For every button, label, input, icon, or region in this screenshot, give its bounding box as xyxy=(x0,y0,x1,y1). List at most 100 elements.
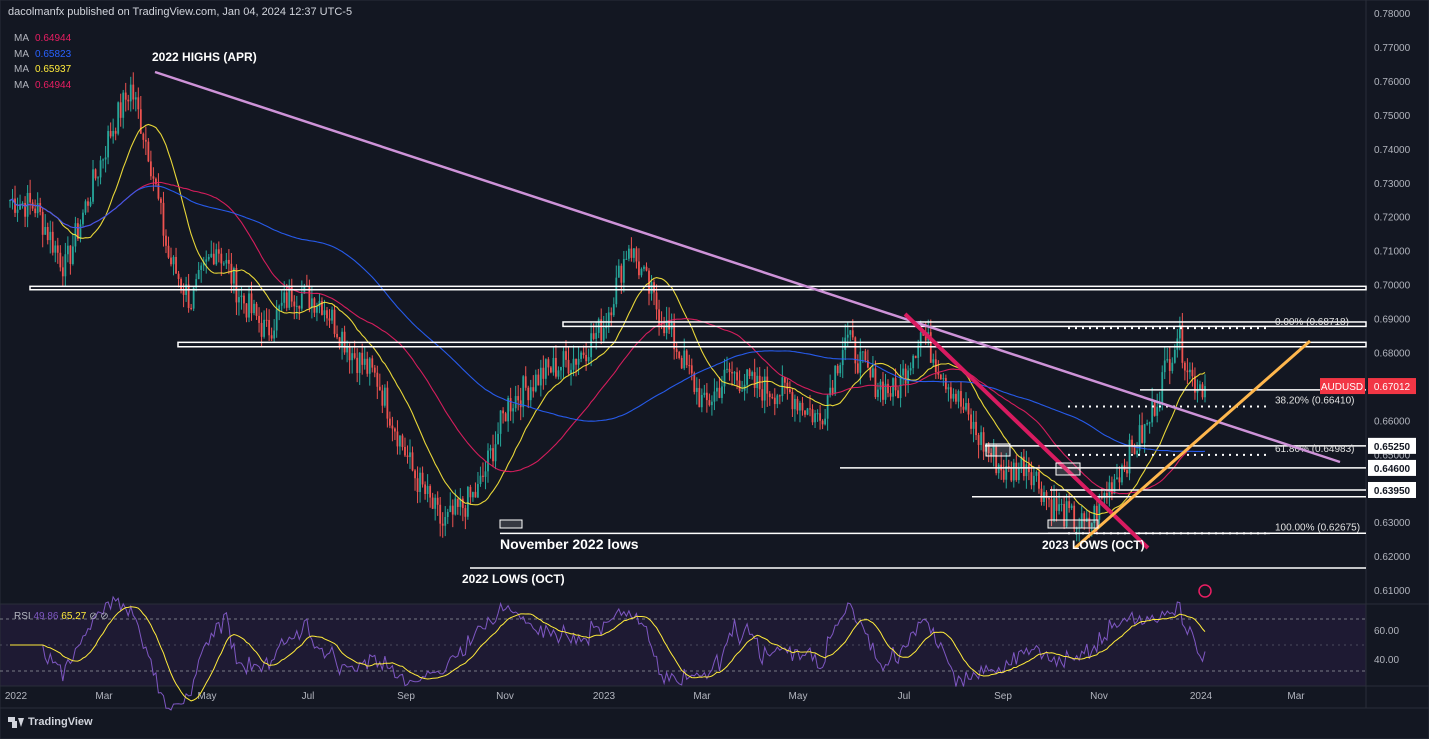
candle-body xyxy=(396,431,399,447)
candle-body xyxy=(1108,482,1111,496)
candle-body xyxy=(630,248,633,258)
candle-body xyxy=(9,200,11,202)
y-tick-label: 0.61000 xyxy=(1374,586,1411,597)
x-axis-label: May xyxy=(198,691,217,702)
candle-body xyxy=(92,169,94,202)
candle-body xyxy=(212,253,215,265)
candle-body xyxy=(884,383,887,400)
candle-body xyxy=(537,374,540,386)
candle-body xyxy=(522,376,525,408)
ma-legend-row[interactable]: MA 0.64944 xyxy=(14,79,72,91)
candle-body xyxy=(625,258,628,260)
candle-body xyxy=(1141,425,1144,443)
candle-body xyxy=(1111,482,1113,494)
candle-body xyxy=(404,446,406,456)
candle-body xyxy=(947,387,950,390)
candle-body xyxy=(529,387,532,401)
candle-body xyxy=(1148,422,1151,424)
candle-body xyxy=(904,368,907,384)
candle-body xyxy=(514,396,517,409)
ma-legend-row[interactable]: MA 0.65937 xyxy=(14,64,72,75)
tradingview-brand[interactable]: TradingView xyxy=(8,716,93,728)
candle-body xyxy=(326,310,328,319)
candle-body xyxy=(295,305,298,307)
candle-body xyxy=(358,352,361,373)
candle-body xyxy=(1181,324,1184,363)
candle-body xyxy=(970,414,972,429)
candle-body xyxy=(155,178,157,185)
candle-body xyxy=(650,282,653,294)
x-axis-label: Nov xyxy=(496,691,514,702)
candle-body xyxy=(416,478,419,492)
candle-body xyxy=(419,472,421,492)
candle-body xyxy=(215,249,218,265)
candle-body xyxy=(1143,424,1146,443)
candle-body xyxy=(572,358,575,370)
candle-body xyxy=(1204,386,1206,398)
candle-body xyxy=(356,357,359,373)
candle-body xyxy=(872,368,874,378)
candle-body xyxy=(560,366,562,371)
candle-body xyxy=(950,387,952,399)
ma-legend-row[interactable]: MA 0.64944 xyxy=(14,33,72,44)
candle-body xyxy=(982,432,985,452)
candle-body xyxy=(877,389,879,398)
fib-level-label: 100.00% (0.62675) xyxy=(1275,522,1360,533)
candle-body xyxy=(592,333,595,339)
candle-body xyxy=(718,387,721,398)
candle-body xyxy=(321,301,323,315)
candle-body xyxy=(474,491,477,498)
candle-body xyxy=(539,367,542,386)
ma-legend-row[interactable]: MA 0.65823 xyxy=(14,48,72,60)
candle-body xyxy=(439,504,442,524)
rsi-line xyxy=(10,595,1206,711)
candle-body xyxy=(544,359,547,379)
candle-body xyxy=(826,395,829,419)
candle-body xyxy=(700,395,703,408)
candle-body xyxy=(24,202,26,217)
candle-body xyxy=(441,523,444,526)
candle-body xyxy=(575,358,577,365)
candle-body xyxy=(590,333,593,358)
candle-body xyxy=(957,391,960,402)
candle-body xyxy=(721,386,723,398)
candle-body xyxy=(937,372,940,375)
candle-body xyxy=(1186,370,1189,373)
candle-body xyxy=(534,374,537,392)
candle-body xyxy=(892,378,894,397)
y-tick-label: 0.77000 xyxy=(1374,43,1411,54)
long-term-downtrend-line xyxy=(154,70,1341,464)
candle-body xyxy=(1022,456,1025,477)
candle-body xyxy=(489,448,492,451)
candle-body xyxy=(1178,324,1181,339)
candle-body xyxy=(1055,498,1058,511)
candle-body xyxy=(56,245,59,253)
candle-body xyxy=(746,369,749,385)
price-level-tag xyxy=(1368,481,1416,498)
candle-body xyxy=(600,319,603,341)
candle-body xyxy=(1168,359,1171,371)
candle-body xyxy=(1002,470,1005,480)
candle-body xyxy=(673,323,676,350)
candle-body xyxy=(582,352,585,355)
candle-body xyxy=(585,354,588,362)
candle-body xyxy=(1118,477,1121,483)
candle-body xyxy=(756,375,759,388)
candle-body xyxy=(316,306,318,313)
candle-body xyxy=(633,248,635,258)
candle-body xyxy=(874,368,877,398)
candle-body xyxy=(54,245,57,253)
candle-body xyxy=(107,131,110,158)
candle-body xyxy=(695,387,698,392)
candle-body xyxy=(97,177,99,179)
rsi-legend[interactable]: RSI 49.86 65.27 ⊘ ⊘ xyxy=(14,611,109,622)
candle-body xyxy=(680,357,683,369)
price-highlight-box xyxy=(499,519,523,529)
candle-body xyxy=(794,398,796,410)
x-axis-label: Mar xyxy=(95,691,113,702)
candle-body xyxy=(831,387,834,394)
x-axis-label: Nov xyxy=(1090,691,1108,702)
y-tick-label: 0.78000 xyxy=(1374,9,1411,20)
candle-body xyxy=(997,464,1000,474)
